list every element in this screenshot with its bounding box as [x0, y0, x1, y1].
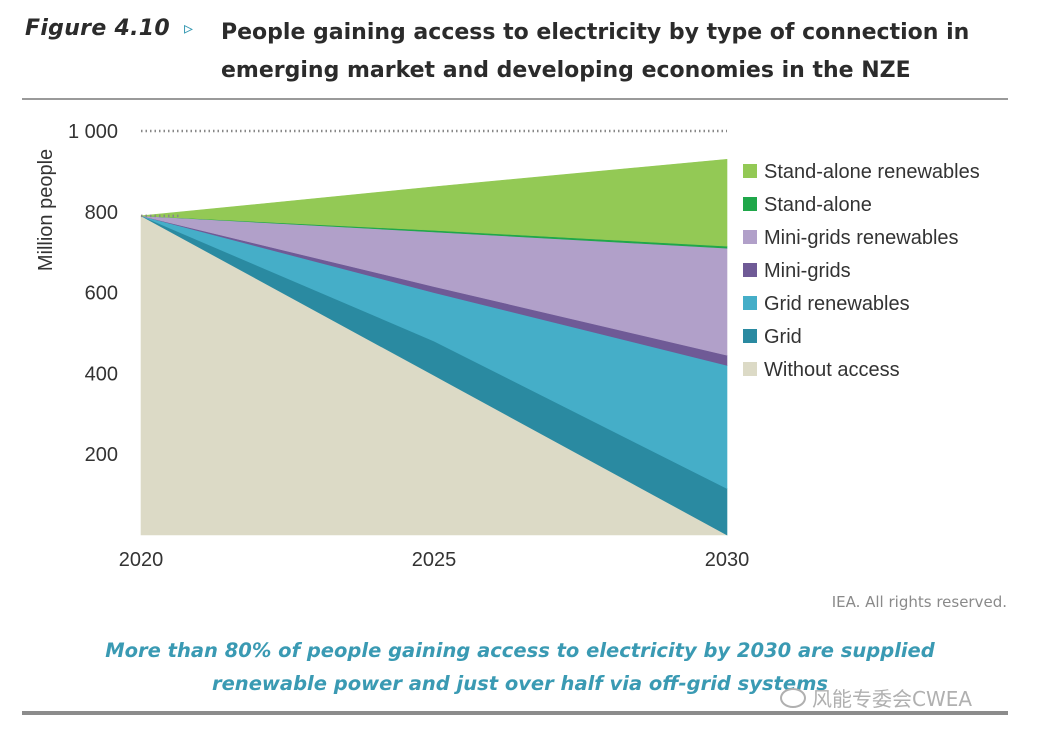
legend-swatch	[743, 230, 757, 244]
y-tick-label: 200	[85, 444, 118, 466]
legend-label: Stand-alone	[764, 194, 872, 216]
legend-label: Grid renewables	[764, 293, 910, 315]
y-tick-label: 800	[85, 202, 118, 224]
figure-caption: More than 80% of people gaining access t…	[80, 634, 960, 700]
y-tick-label: 600	[85, 283, 118, 305]
y-axis-ticks: 200 400 600 800 1 000	[68, 121, 118, 466]
legend-swatch	[743, 197, 757, 211]
y-axis-label: Million people	[35, 149, 57, 271]
caption-line-1: More than 80% of people gaining access t…	[105, 639, 935, 662]
y-tick-label: 1 000	[68, 121, 118, 143]
reference-line-group	[141, 129, 727, 218]
caption-line-2: renewable power and just over half via o…	[211, 672, 829, 695]
legend-label: Stand-alone renewables	[764, 161, 980, 183]
source-note: IEA. All rights reserved.	[831, 593, 1007, 611]
legend-label: Mini-grids renewables	[764, 227, 959, 249]
legend-label: Grid	[764, 326, 802, 348]
legend-label: Without access	[764, 359, 900, 381]
area-stand-alone-renewables	[140, 158, 728, 247]
watermark: 风能专委会CWEA	[780, 683, 972, 712]
x-tick-label: 2025	[412, 549, 457, 571]
watermark-text: 风能专委会CWEA	[812, 687, 973, 711]
figure-title-line-1: People gaining access to electricity by …	[221, 20, 970, 45]
legend-swatch	[743, 263, 757, 277]
legend-swatch	[743, 164, 757, 178]
y-tick-label: 400	[85, 363, 118, 385]
figure-title-line-2: emerging market and developing economies…	[221, 58, 911, 83]
chart-legend: Stand-alone renewables Stand-alone Mini-gr…	[743, 161, 980, 381]
x-axis-ticks: 2020 2025 2030	[119, 549, 750, 571]
legend-swatch	[743, 362, 757, 376]
legend-label: Mini-grids	[764, 260, 851, 282]
figure-label: Figure 4.10	[25, 16, 170, 41]
footer-divider	[22, 711, 1008, 715]
figure-title: People gaining access to electricity by …	[221, 14, 981, 90]
area-series-group	[140, 158, 728, 536]
x-tick-label: 2030	[705, 549, 750, 571]
legend-swatch	[743, 296, 757, 310]
wechat-icon	[780, 687, 806, 708]
play-arrow-icon: ▹	[184, 18, 194, 39]
legend-swatch	[743, 329, 757, 343]
x-tick-label: 2020	[119, 549, 164, 571]
header-divider	[22, 98, 1008, 100]
